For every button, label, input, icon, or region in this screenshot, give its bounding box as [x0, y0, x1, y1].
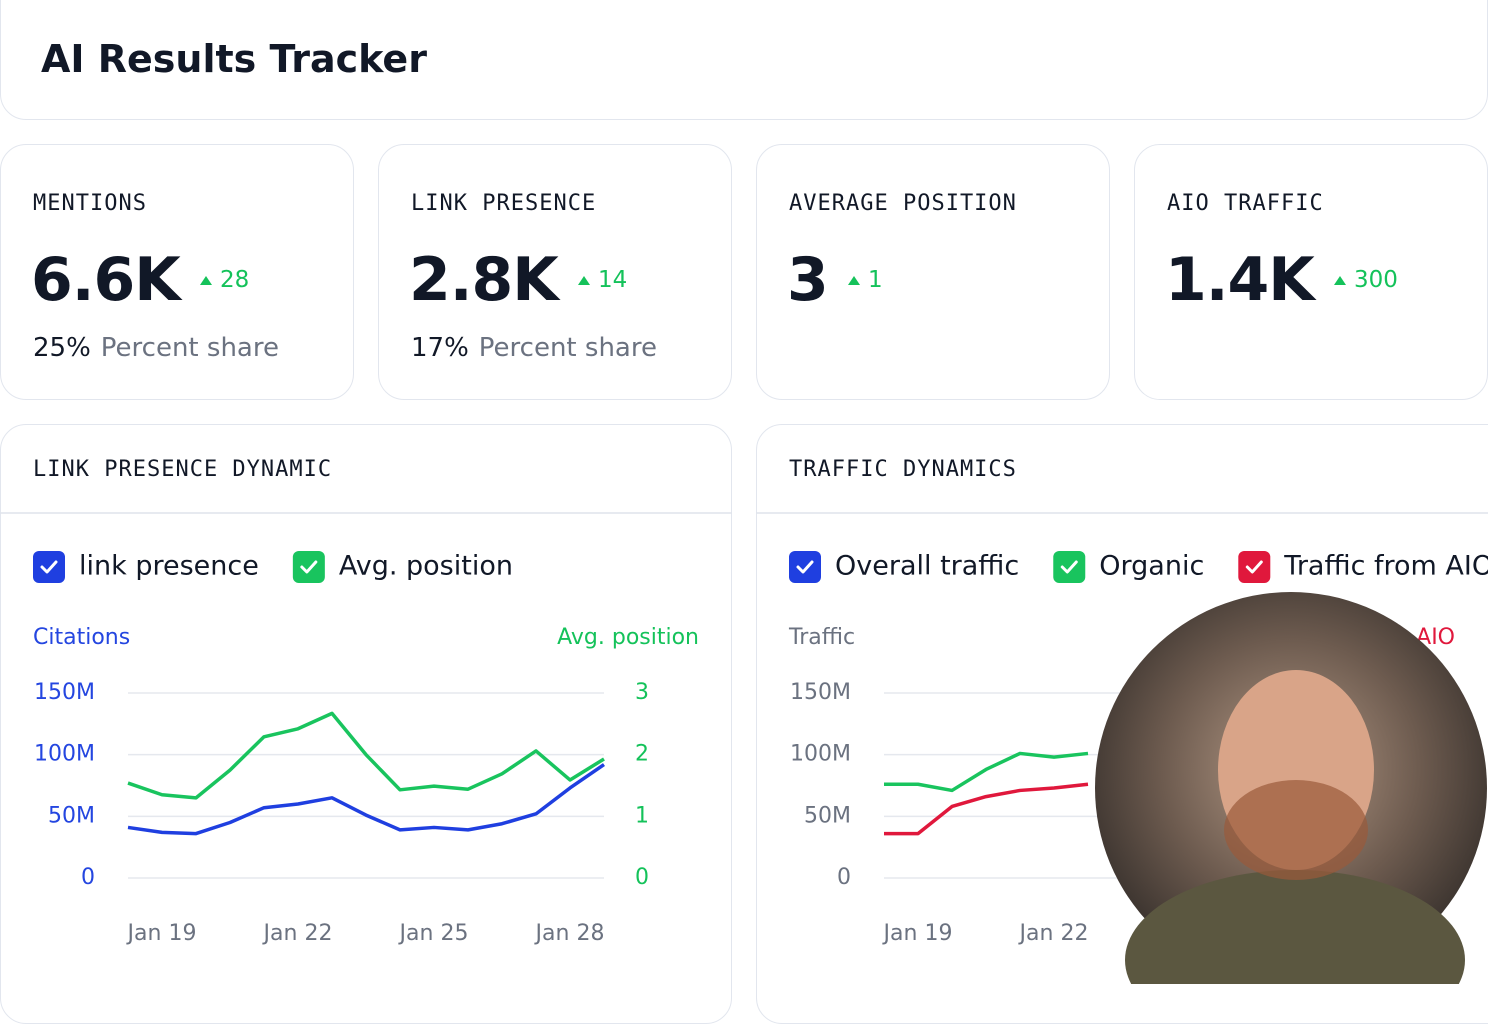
- kpi-delta: 14: [578, 267, 627, 293]
- legend-item[interactable]: Overall traffic: [789, 551, 1019, 584]
- kpi-label: AVERAGE POSITION: [789, 191, 1017, 216]
- chart-panel: [0, 424, 732, 1024]
- kpi-delta-value: 14: [598, 267, 628, 293]
- legend-item[interactable]: Organic: [1053, 551, 1204, 584]
- legend-label: Traffic from AIO: [1283, 551, 1488, 582]
- legend-item[interactable]: Traffic from AIO: [1238, 551, 1488, 584]
- person-body: [1125, 870, 1465, 984]
- kpi-card: AIO TRAFFIC 1.4K 300: [1134, 144, 1488, 400]
- y-tick-label: 100M: [790, 742, 851, 767]
- legend-checkbox: [1238, 551, 1271, 583]
- kpi-delta: 1: [848, 267, 883, 293]
- up-arrow: [848, 276, 860, 285]
- y-axis-label: Citations: [33, 625, 130, 650]
- kpi-share: 25% Percent share: [33, 333, 279, 363]
- y-axis-label: Traffic: [788, 625, 855, 650]
- up-arrow: [200, 276, 212, 285]
- kpi-delta-value: 28: [220, 267, 250, 293]
- y2-tick-label: 3: [635, 680, 649, 705]
- y-tick-label: 150M: [790, 680, 851, 705]
- kpi-value: 6.6K: [31, 245, 181, 315]
- kpi-delta: 300: [1334, 267, 1398, 293]
- series-line: [884, 782, 1089, 836]
- x-tick-label: Jan 22: [1018, 921, 1089, 946]
- y-tick-label: 0: [837, 865, 851, 890]
- kpi-delta-value: 1: [868, 267, 883, 293]
- kpi-delta-value: 300: [1354, 267, 1398, 293]
- kpi-value: 2.8K: [409, 245, 559, 315]
- chart-title: LINK PRESENCE DYNAMIC: [33, 457, 332, 482]
- check-mark: [1245, 560, 1263, 574]
- series-line: [127, 763, 605, 836]
- legend-label: Organic: [1099, 551, 1204, 582]
- legend-label: Overall traffic: [835, 551, 1019, 582]
- charts: LINK PRESENCE DYNAMIC link presence Avg. p…: [0, 457, 1488, 984]
- kpi-card: MENTIONS 6.6K 28 25% Percent share: [0, 144, 354, 400]
- kpi-card: LINK PRESENCE 2.8K 14 17% Percent share: [378, 144, 732, 400]
- kpi-share-label: Percent share: [100, 333, 279, 363]
- y2-tick-label: 2: [635, 742, 649, 767]
- legend-checkbox: [789, 551, 821, 583]
- x-tick-label: Jan 19: [126, 921, 197, 946]
- legend-label: Avg. position: [339, 551, 513, 582]
- legend-label: link presence: [79, 551, 259, 582]
- y-tick-label: 50M: [804, 803, 851, 828]
- legend-item[interactable]: Avg. position: [292, 551, 513, 584]
- kpi-label: AIO TRAFFIC: [1167, 191, 1324, 216]
- legend-checkbox: [292, 551, 325, 583]
- chart-title: TRAFFIC DYNAMICS: [789, 457, 1017, 482]
- x-tick-label: Jan 19: [882, 921, 953, 946]
- x-tick-label: Jan 28: [534, 921, 605, 946]
- x-tick-label: Jan 25: [398, 921, 469, 946]
- series-line: [127, 711, 605, 800]
- series-line: [884, 751, 1089, 793]
- kpi-value: 1.4K: [1165, 245, 1315, 315]
- kpi-share-value: 17%: [411, 333, 469, 363]
- kpi-card: AVERAGE POSITION 3 1: [756, 144, 1110, 400]
- up-arrow: [578, 276, 590, 285]
- y2-tick-label: 0: [635, 865, 649, 890]
- check-mark: [1060, 560, 1078, 574]
- check-mark: [796, 560, 814, 574]
- y-tick-label: 100M: [34, 742, 95, 767]
- up-arrow: [1334, 276, 1346, 285]
- kpi-value: 3: [787, 245, 829, 315]
- legend-checkbox: [1053, 551, 1086, 583]
- check-mark: [300, 560, 318, 574]
- x-tick-label: Jan 22: [262, 921, 333, 946]
- legend-checkbox: [33, 551, 65, 583]
- y2-tick-label: 1: [635, 803, 649, 828]
- webcam-overlay: [1095, 592, 1487, 984]
- y2-axis-label: Avg. position: [557, 625, 699, 650]
- person-beard: [1224, 780, 1368, 880]
- y-tick-label: 0: [81, 865, 95, 890]
- y-tick-label: 150M: [34, 680, 95, 705]
- kpi-share-label: Percent share: [478, 333, 657, 363]
- kpi-label: MENTIONS: [33, 191, 147, 216]
- y-tick-label: 50M: [48, 803, 95, 828]
- check-mark: [40, 560, 58, 574]
- page-title: AI Results Tracker: [41, 37, 427, 81]
- header-card: AI Results Tracker: [0, 0, 1488, 120]
- legend-item[interactable]: link presence: [33, 551, 259, 584]
- kpi-delta: 28: [200, 267, 249, 293]
- kpi-share: 17% Percent share: [411, 333, 657, 363]
- kpi-label: LINK PRESENCE: [411, 191, 597, 216]
- kpi-share-value: 25%: [33, 333, 91, 363]
